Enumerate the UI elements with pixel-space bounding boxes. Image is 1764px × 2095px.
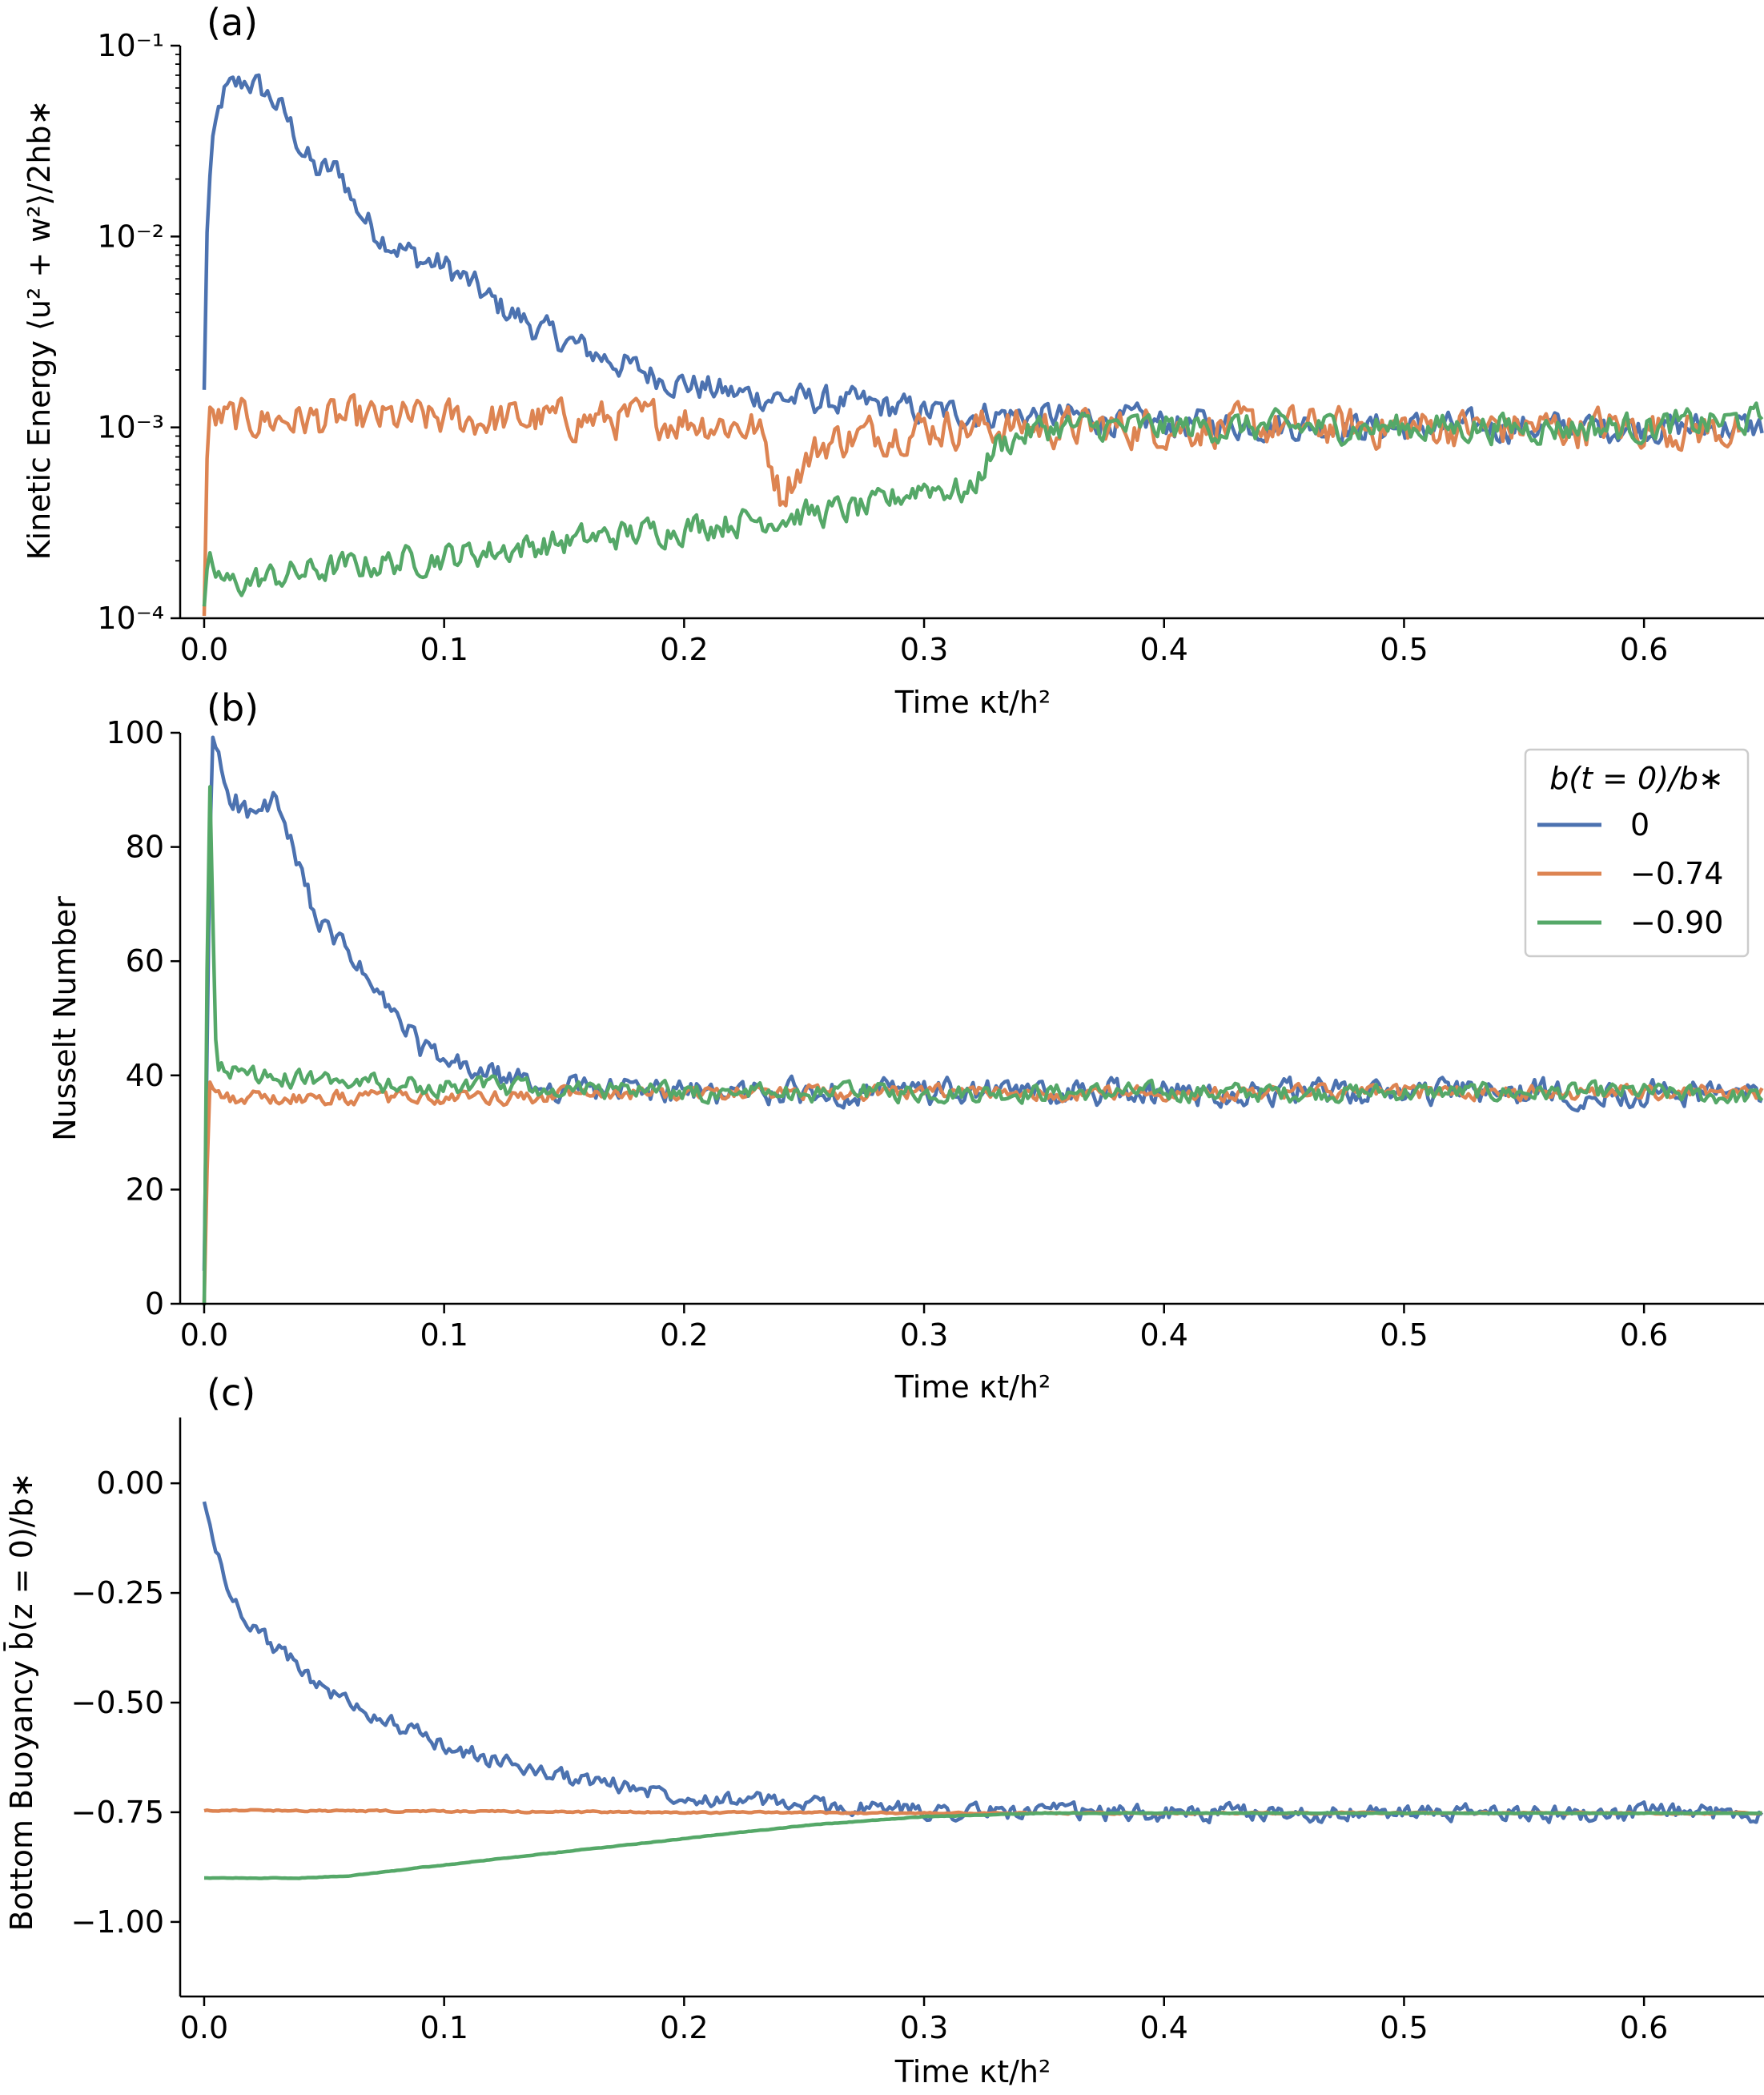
y-tick-label: −0.25 bbox=[71, 1575, 164, 1610]
series-group bbox=[202, 735, 1764, 1305]
y-tick-label: 80 bbox=[126, 830, 164, 865]
panel-a-xlabel: Time κt/h² bbox=[894, 685, 1051, 720]
x-tick-label: 0.3 bbox=[900, 1317, 948, 1353]
y-tick-label: 60 bbox=[126, 943, 164, 979]
series-group bbox=[202, 73, 1764, 617]
y-tick-label: −1.00 bbox=[71, 1904, 164, 1940]
panel-b-ylabel: Nusselt Number bbox=[47, 896, 82, 1141]
panel-a-ylabel: Kinetic Energy ⟨u² + w²⟩/2hb∗ bbox=[22, 100, 57, 561]
x-tick-label: 0.3 bbox=[900, 2010, 948, 2045]
panel-b-xlabel: Time κt/h² bbox=[894, 1369, 1051, 1405]
y-tick-label: −0.75 bbox=[71, 1795, 164, 1830]
legend: b(t = 0)/b∗ 0 −0.74 −0.90 bbox=[1524, 748, 1750, 958]
x-tick-label: 0.6 bbox=[1620, 1317, 1668, 1353]
x-tick-label: 0.0 bbox=[180, 2010, 228, 2045]
y-tick-label: 10⁻¹ bbox=[97, 28, 164, 63]
x-tick-label: 0.4 bbox=[1140, 2010, 1188, 2045]
legend-label-0: 0 bbox=[1630, 807, 1649, 842]
x-tick-label: 0.5 bbox=[1380, 632, 1428, 667]
x-tick-label: 0.0 bbox=[180, 632, 228, 667]
series-line-2 bbox=[202, 785, 1764, 1305]
legend-label-1: −0.74 bbox=[1630, 856, 1723, 891]
panel-b: (b) Nusselt Number Time κt/h² 0.0 0.1 0.2 0… bbox=[47, 686, 1764, 1405]
x-tick-label: 0.2 bbox=[660, 1317, 708, 1353]
x-tick-label: 0.1 bbox=[420, 632, 468, 667]
x-tick-label: 0.1 bbox=[420, 2010, 468, 2045]
series-line-2 bbox=[202, 401, 1764, 607]
y-tick-label: 40 bbox=[126, 1058, 164, 1093]
panel-c: (c) Bottom Buoyancy b̄(z = 0)/b∗ Time κt… bbox=[4, 1371, 1764, 2089]
series-group bbox=[202, 1501, 1764, 1880]
x-tick-label: 0.5 bbox=[1380, 2010, 1428, 2045]
x-tick-label: 0.0 bbox=[180, 1317, 228, 1353]
x-tick-label: 0.3 bbox=[900, 632, 948, 667]
x-tick-label: 0.6 bbox=[1620, 632, 1668, 667]
y-tick-label: 10⁻⁴ bbox=[97, 601, 164, 636]
y-tick-label: −0.50 bbox=[71, 1685, 164, 1720]
y-tick-label: 0.00 bbox=[96, 1466, 164, 1501]
y-tick-label: 0 bbox=[145, 1286, 164, 1321]
series-line-0 bbox=[202, 73, 1764, 445]
x-tick-label: 0.4 bbox=[1140, 632, 1188, 667]
x-tick-label: 0.2 bbox=[660, 2010, 708, 2045]
y-tick-label: 10⁻³ bbox=[97, 410, 164, 445]
panel-a-letter: (a) bbox=[207, 1, 258, 44]
x-tick-label: 0.4 bbox=[1140, 1317, 1188, 1353]
series-line-2 bbox=[204, 1811, 1762, 1880]
x-tick-label: 0.2 bbox=[660, 632, 708, 667]
x-tick-label: 0.1 bbox=[420, 1317, 468, 1353]
panel-c-xlabel: Time κt/h² bbox=[894, 2054, 1051, 2089]
y-tick-label: 20 bbox=[126, 1172, 164, 1207]
legend-title: b(t = 0)/b∗ bbox=[1549, 761, 1724, 796]
legend-frame bbox=[1524, 748, 1750, 958]
y-tick-label: 10⁻² bbox=[97, 219, 164, 254]
panel-b-letter: (b) bbox=[207, 686, 259, 730]
panel-c-ylabel: Bottom Buoyancy b̄(z = 0)/b∗ bbox=[4, 1473, 39, 1932]
panel-a: (a) Kinetic Energy ⟨u² + w²⟩/2hb∗ Time κ… bbox=[22, 1, 1764, 720]
y-tick-label: 100 bbox=[106, 715, 164, 750]
legend-label-2: −0.90 bbox=[1630, 905, 1723, 940]
x-tick-label: 0.5 bbox=[1380, 1317, 1428, 1353]
panel-c-letter: (c) bbox=[207, 1371, 255, 1414]
x-tick-label: 0.6 bbox=[1620, 2010, 1668, 2045]
